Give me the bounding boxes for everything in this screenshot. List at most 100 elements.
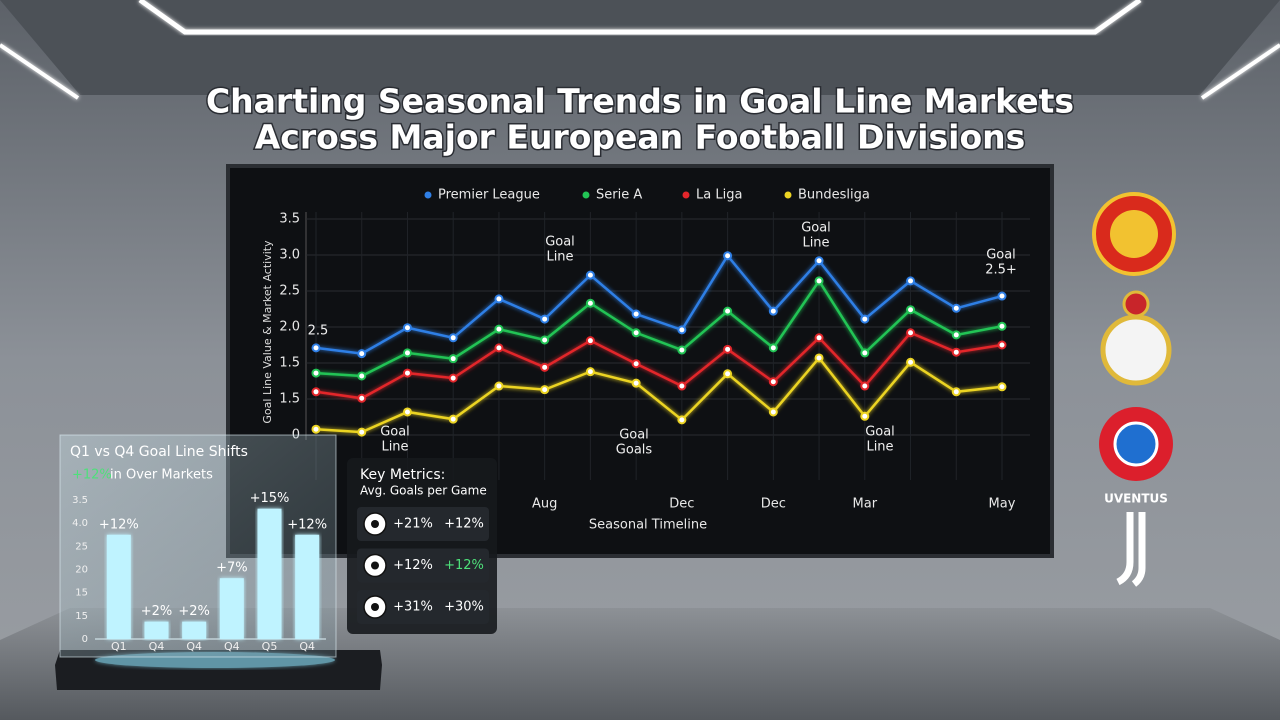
annotation: Goal [865,425,895,440]
data-point [814,276,824,286]
data-point [951,303,961,313]
y-axis-label: Goal Line Value & Market Activity [261,240,274,424]
data-point [585,336,595,346]
y-tick-label: 0 [82,634,88,645]
legend-marker [682,191,690,199]
data-point [768,377,778,387]
data-point [311,424,321,434]
series-line [315,278,1003,378]
data-point [814,353,824,363]
data-point [357,393,367,403]
data-point [357,371,367,381]
series-line [315,253,1003,355]
ceiling [0,0,1280,95]
metrics-subtitle: Avg. Goals per Game [360,484,487,498]
data-point [494,324,504,334]
data-point [631,359,641,369]
x-tick-label: Q1 [111,640,127,653]
y-tick-label: 20 [75,565,88,576]
bar [144,621,169,639]
metric-value: +30% [444,600,484,615]
panel-subtitle: in Over Markets [110,468,213,483]
value-label: +2% [141,604,173,619]
value-label: +12% [99,517,139,532]
metrics-row [357,548,489,583]
logo [1113,421,1159,467]
data-point [723,369,733,379]
annotation: 2.5 [308,324,329,339]
value-label: +2% [178,604,210,619]
metrics-row [357,590,489,624]
annotation: Line [381,440,408,455]
data-point [951,347,961,357]
annotation: Goal [619,428,649,443]
logo [1116,512,1146,587]
data-point [723,306,733,316]
data-point [494,294,504,304]
x-tick-label: Q4 [299,640,315,653]
series-line [315,355,1003,434]
data-point [311,368,321,378]
legend-label: Bundesliga [798,188,870,203]
bar-chart: Q1 vs Q4 Goal Line Shifts +12% in Over Mar… [70,444,327,653]
data-point [860,314,870,324]
logo-text: UVENTUS [1104,492,1168,506]
data-point [997,382,1007,392]
data-point [997,321,1007,331]
data-point [814,333,824,343]
ball-icon [371,603,379,611]
data-point [768,407,778,417]
metric-value: +12% [444,558,484,573]
annotation: Goal [801,221,831,236]
y-tick-label: 4.0 [72,518,88,529]
wall-light [1200,43,1280,100]
annotation: 2.5+ [985,263,1017,278]
data-point [768,306,778,316]
annotation: Line [866,440,893,455]
data-point [494,381,504,391]
annotation: Line [546,250,573,265]
panel-title: Q1 vs Q4 Goal Line Shifts [70,444,248,460]
data-point [631,328,641,338]
legend-label: La Liga [696,188,742,203]
annotation: Goal [545,235,575,250]
data-point [448,333,458,343]
x-tick-label: Q4 [149,640,165,653]
y-tick-label: 1.5 [279,392,300,407]
bar [257,508,282,639]
bar [295,534,320,639]
y-tick-label: 2.0 [279,320,300,335]
legend-label: Serie A [596,188,642,203]
metrics-row [357,507,489,541]
data-point [906,305,916,315]
data-point [402,348,412,358]
bar [106,534,131,639]
x-tick-label: May [989,497,1016,512]
data-point [448,373,458,383]
data-point [311,387,321,397]
ball-icon [371,561,379,570]
data-point [906,276,916,286]
data-point [494,343,504,353]
data-point [860,411,870,421]
annotation: Line [802,236,829,251]
data-point [311,343,321,353]
y-tick-label: 3.5 [279,212,300,227]
y-tick-label: 3.5 [72,495,88,506]
metric-value: +12% [393,558,433,573]
x-tick-label: Dec [761,497,786,512]
x-tick-label: Q5 [262,640,278,653]
data-point [768,343,778,353]
annotation: Goal [380,425,410,440]
data-point [540,385,550,395]
metrics-title: Key Metrics: [360,467,445,483]
logo [1100,314,1172,386]
title: Across Major European Football Divisions [255,118,1026,157]
data-point [677,381,687,391]
annotation: Goal [986,248,1016,263]
x-tick-label: Q4 [186,640,202,653]
data-point [677,345,687,355]
y-tick-label: 1.5 [279,356,300,371]
data-point [540,335,550,345]
